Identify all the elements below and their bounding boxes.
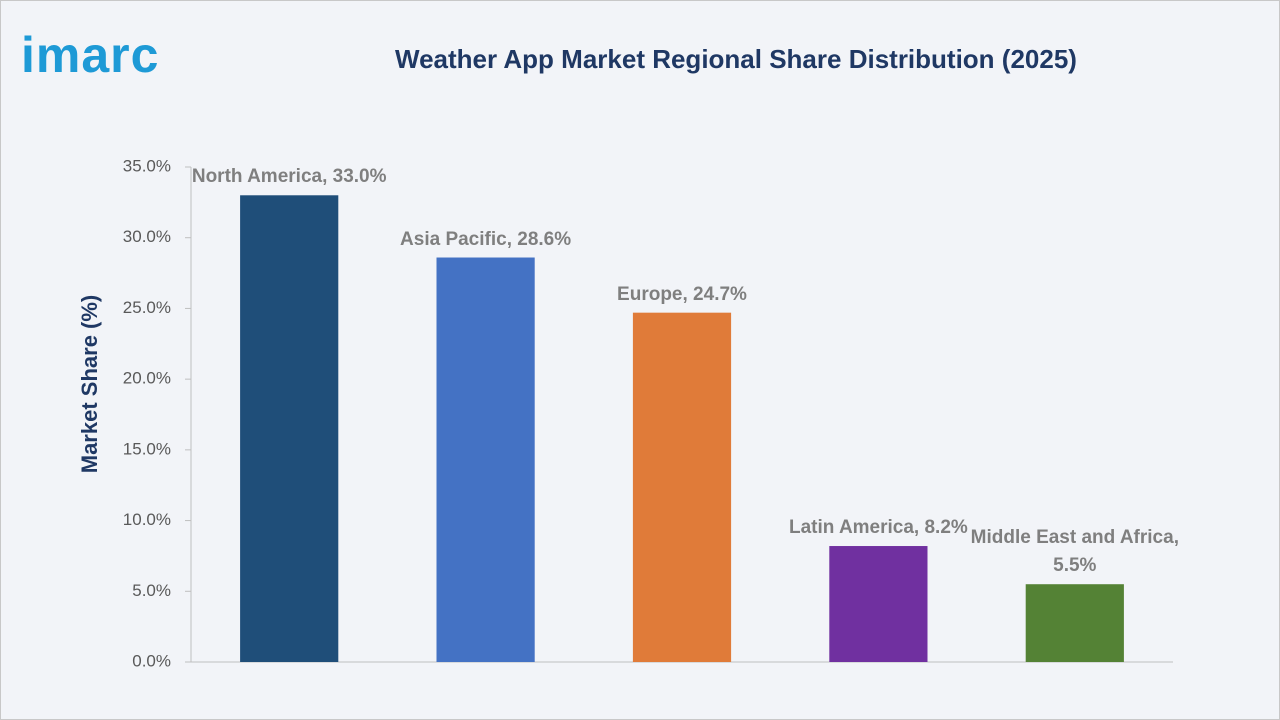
data-label: Europe, 24.7% — [617, 283, 747, 305]
y-tick-label: 30.0% — [123, 227, 171, 246]
y-tick-label: 10.0% — [123, 510, 171, 529]
y-tick-label: 25.0% — [123, 298, 171, 317]
chart-title: Weather App Market Regional Share Distri… — [395, 44, 1077, 74]
data-label: Asia Pacific, 28.6% — [400, 228, 572, 250]
bar — [632, 312, 732, 662]
bar — [436, 257, 535, 662]
bar — [240, 195, 339, 663]
y-tick-label: 35.0% — [123, 156, 171, 175]
logo: imarc — [21, 27, 159, 83]
y-axis-title: Market Share (%) — [77, 295, 102, 474]
y-tick-label: 5.0% — [132, 581, 171, 600]
y-tick-label: 15.0% — [123, 439, 171, 458]
bar — [1025, 584, 1124, 662]
y-tick-label: 20.0% — [123, 369, 171, 388]
data-label: Middle East and Africa, 5.5% — [970, 527, 1179, 577]
y-tick-label: 0.0% — [132, 651, 171, 670]
bar — [829, 546, 928, 662]
data-label: Latin America, 8.2% — [788, 517, 968, 539]
data-label: North America, 33.0% — [191, 166, 387, 188]
